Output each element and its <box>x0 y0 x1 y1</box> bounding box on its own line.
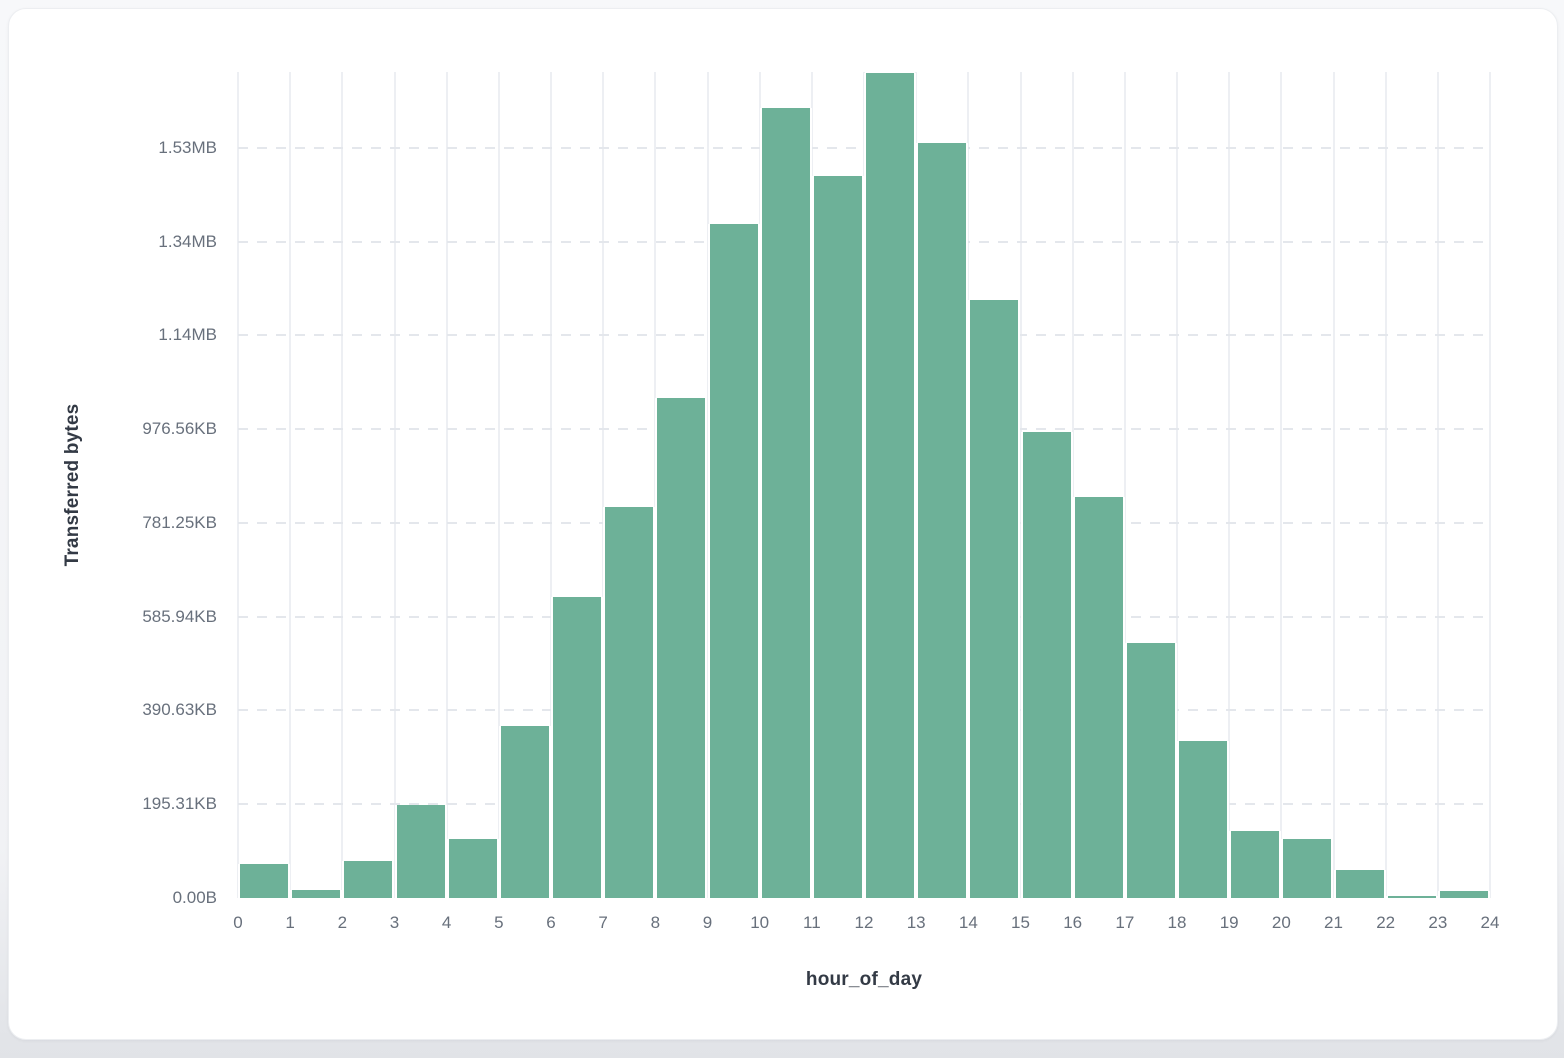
vertical-gridline <box>445 72 448 898</box>
x-tick-label: 21 <box>1324 913 1343 932</box>
x-tick-label: 17 <box>1115 913 1135 932</box>
histogram-bar-hour-20[interactable] <box>1281 838 1334 898</box>
histogram-bar-hour-0[interactable] <box>238 863 291 898</box>
x-tick-label: 1 <box>285 913 295 932</box>
histogram-bar-hour-16[interactable] <box>1072 496 1125 898</box>
x-tick-label: 4 <box>441 913 452 932</box>
y-tick-label: 1.53MB <box>158 137 217 157</box>
vertical-gridline <box>550 72 552 898</box>
histogram-bar-hour-15[interactable] <box>1020 431 1073 898</box>
chart-card: Transferred bytes 0.00B 195.31KB 390.63KB 5… <box>8 8 1558 1040</box>
x-tick-label: 3 <box>389 913 400 932</box>
x-tick-label: 7 <box>598 913 608 932</box>
x-tick-label: 13 <box>906 913 926 932</box>
histogram-bar-hour-2[interactable] <box>342 861 395 898</box>
vertical-gridline <box>1280 72 1283 898</box>
x-tick-label: 18 <box>1167 913 1187 932</box>
vertical-gridline <box>1489 72 1491 898</box>
x-tick-label: 16 <box>1063 913 1083 932</box>
y-tick-label: 1.34MB <box>158 231 217 251</box>
histogram-bar-hour-22[interactable] <box>1385 895 1438 898</box>
histogram-bar-hour-8[interactable] <box>655 397 708 898</box>
x-tick-label: 15 <box>1011 913 1030 932</box>
histogram-bar-hour-7[interactable] <box>603 506 656 898</box>
histogram-bar-hour-3[interactable] <box>394 805 447 898</box>
histogram-bar-hour-10[interactable] <box>759 107 812 898</box>
y-tick-label: 0.00B <box>172 888 217 907</box>
x-tick-label: 9 <box>702 913 713 932</box>
vertical-gridline <box>289 72 292 898</box>
x-axis-title: hour_of_day <box>805 969 923 990</box>
vertical-gridline <box>1384 72 1387 898</box>
histogram-bar-hour-6[interactable] <box>551 597 604 898</box>
y-tick-label: 390.63KB <box>142 700 217 720</box>
y-tick-label: 585.94KB <box>142 606 217 626</box>
histogram-bar-hour-14[interactable] <box>968 299 1021 898</box>
histogram-bar-hour-9[interactable] <box>707 223 760 898</box>
histogram-bar-hour-4[interactable] <box>446 838 499 898</box>
x-tick-label: 20 <box>1271 913 1291 932</box>
vertical-gridline <box>1332 72 1335 898</box>
x-tick-label: 19 <box>1219 913 1239 932</box>
x-tick-label: 0 <box>233 913 243 932</box>
vertical-gridline <box>1176 72 1178 898</box>
y-tick-label: 781.25KB <box>142 512 217 532</box>
histogram-bar-hour-18[interactable] <box>1177 741 1230 898</box>
plot-area[interactable] <box>237 72 1491 898</box>
vertical-gridline <box>1436 72 1439 898</box>
vertical-gridline <box>1071 72 1074 898</box>
x-tick-label: 14 <box>958 913 978 932</box>
vertical-gridline <box>602 72 605 898</box>
vertical-gridline <box>1228 72 1231 898</box>
x-tick-label: 22 <box>1376 913 1396 932</box>
histogram-bar-hour-1[interactable] <box>290 890 343 898</box>
histogram-chart: Transferred bytes 0.00B 195.31KB 390.63KB 5… <box>9 9 1557 1039</box>
x-tick-label: 10 <box>750 913 770 932</box>
histogram-bar-hour-13[interactable] <box>916 143 969 898</box>
x-tick-label: 11 <box>803 913 821 932</box>
y-tick-label: 1.14MB <box>158 325 217 345</box>
x-tick-label: 24 <box>1480 913 1500 932</box>
x-tick-label: 23 <box>1428 913 1448 932</box>
x-tick-label: 12 <box>854 913 874 932</box>
vertical-gridline <box>497 72 500 898</box>
x-tick-label: 8 <box>650 913 661 932</box>
histogram-bar-hour-21[interactable] <box>1333 870 1386 898</box>
histogram-bar-hour-19[interactable] <box>1229 831 1282 898</box>
histogram-bar-hour-5[interactable] <box>498 725 551 898</box>
x-tick-label: 5 <box>494 913 504 932</box>
histogram-bar-hour-12[interactable] <box>864 73 917 898</box>
histogram-bar-hour-23[interactable] <box>1437 891 1490 898</box>
histogram-bar-hour-11[interactable] <box>811 176 864 898</box>
vertical-gridline <box>393 72 396 898</box>
x-tick-label: 6 <box>546 913 556 932</box>
x-tick-label: 2 <box>337 913 348 932</box>
y-tick-label: 195.31KB <box>142 794 217 814</box>
vertical-gridline <box>341 72 344 898</box>
vertical-gridline <box>237 72 239 898</box>
vertical-gridline <box>1123 72 1126 898</box>
y-tick-label: 976.56KB <box>142 419 217 439</box>
histogram-bar-hour-17[interactable] <box>1124 643 1177 898</box>
